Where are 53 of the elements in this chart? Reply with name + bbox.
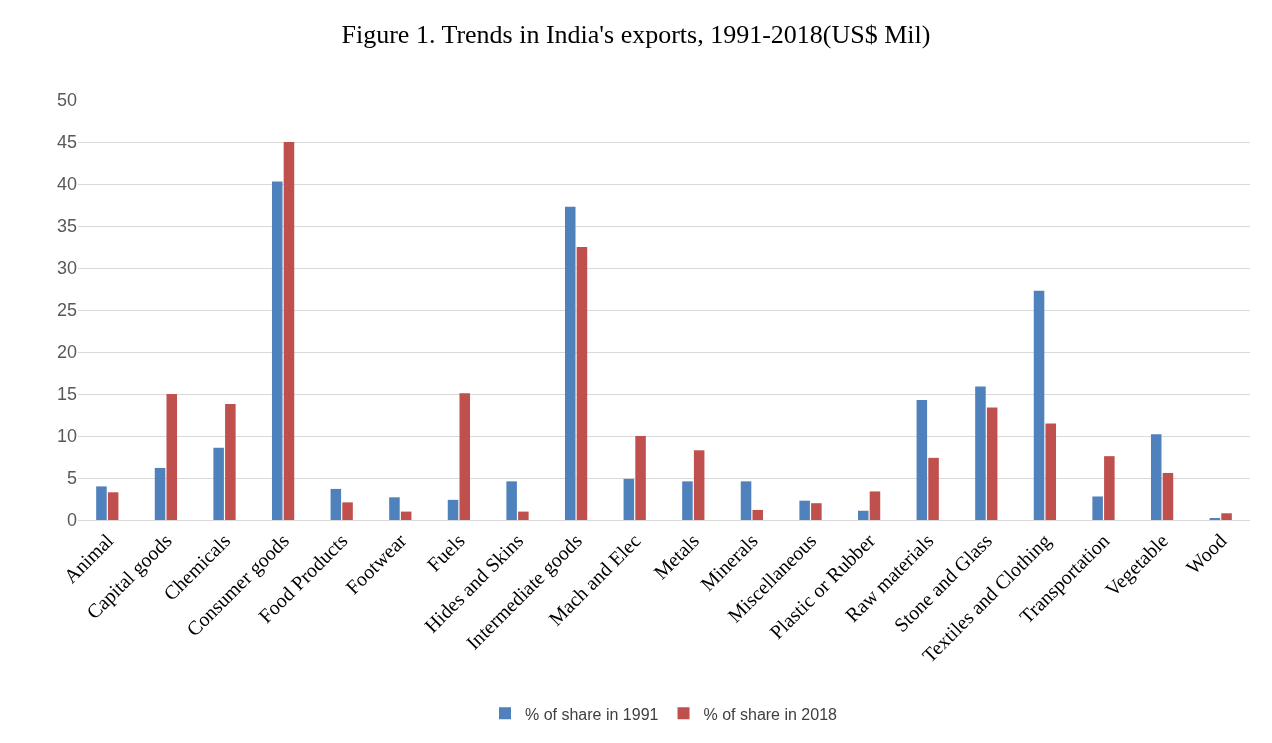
chart-title: Figure 1. Trends in India's exports, 1991-2018(US$ Mil) <box>341 19 931 49</box>
y-tick-label: 5 <box>66 468 77 489</box>
bar <box>1104 456 1115 520</box>
bar <box>447 499 459 520</box>
bar <box>869 491 881 520</box>
bar <box>154 467 166 520</box>
bar <box>1092 496 1103 520</box>
bar <box>1033 290 1045 520</box>
bar <box>693 450 705 520</box>
y-tick-label: 35 <box>56 216 77 237</box>
bar <box>682 481 693 520</box>
bar <box>986 407 998 520</box>
bar <box>928 457 939 520</box>
bar <box>635 436 646 520</box>
legend-label: % of share in 1991 <box>525 705 659 723</box>
bar <box>518 511 529 520</box>
bar <box>389 497 400 520</box>
bar <box>1162 472 1174 520</box>
bar <box>623 478 635 520</box>
y-tick-label: 40 <box>56 174 77 195</box>
bar <box>975 386 986 520</box>
bar <box>799 500 810 520</box>
bar <box>740 481 752 520</box>
legend-label: % of share in 2018 <box>703 705 838 723</box>
bar <box>330 488 342 520</box>
y-tick-label: 30 <box>56 258 77 279</box>
y-tick-label: 15 <box>56 384 77 405</box>
bar <box>1045 423 1057 520</box>
bar <box>916 399 928 520</box>
bar <box>166 394 178 520</box>
bar <box>857 510 869 520</box>
bar <box>811 503 822 520</box>
bar <box>225 404 236 520</box>
y-tick-label: 0 <box>66 510 77 531</box>
y-tick-label: 10 <box>56 426 77 447</box>
bar <box>107 492 119 520</box>
y-tick-label: 20 <box>56 342 77 363</box>
bar <box>752 509 764 520</box>
bar <box>459 393 471 520</box>
y-tick-label: 50 <box>56 90 77 111</box>
bar <box>271 181 283 520</box>
y-tick-label: 45 <box>56 132 77 153</box>
bar <box>576 247 588 520</box>
bar <box>1150 434 1162 520</box>
bar <box>400 511 412 520</box>
y-tick-label: 25 <box>56 300 77 321</box>
bar <box>283 142 295 520</box>
bar <box>342 502 353 520</box>
bar <box>213 447 224 520</box>
bar <box>564 206 576 520</box>
bar <box>96 486 107 520</box>
bar <box>506 481 517 520</box>
bar <box>1221 513 1232 520</box>
